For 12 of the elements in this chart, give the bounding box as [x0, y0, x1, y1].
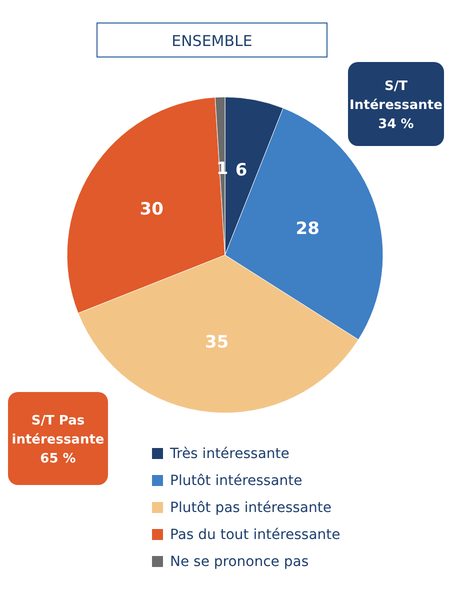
legend-label: Pas du tout intéressante: [170, 527, 340, 543]
legend-label: Ne se prononce pas: [170, 554, 309, 570]
legend-label: Plutôt pas intéressante: [170, 500, 332, 516]
legend-label: Très intéressante: [169, 446, 290, 462]
chart-title: ENSEMBLE: [172, 32, 252, 50]
data-label: 28: [296, 219, 320, 240]
data-label: 6: [235, 160, 248, 181]
legend-label: Plutôt intéressante: [170, 473, 302, 489]
data-label: 30: [140, 199, 164, 220]
text: S/T Intéressante 34 %: [350, 79, 443, 132]
data-label: 35: [204, 332, 229, 353]
text: S/T Pas intéressante 65 %: [12, 414, 104, 466]
